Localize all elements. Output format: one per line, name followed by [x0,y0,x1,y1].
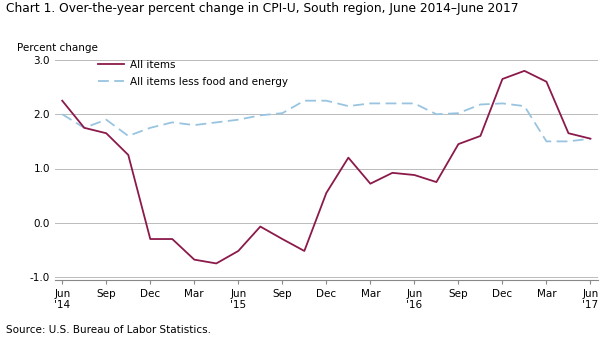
All items less food and energy [521,104,528,108]
All items less food and energy [477,102,484,106]
All items [81,126,88,130]
Legend: All items, All items less food and energy: All items, All items less food and energ… [98,60,287,87]
All items less food and energy [235,118,242,122]
All items less food and energy [432,112,440,116]
All items [213,262,220,266]
All items less food and energy [279,111,286,115]
All items [345,156,352,160]
All items [59,99,66,103]
All items [191,257,198,262]
All items less food and energy [301,99,308,103]
All items [124,153,132,157]
All items less food and energy [213,120,220,124]
All items less food and energy [124,134,132,138]
All items [323,191,330,195]
All items [477,134,484,138]
Text: Percent change: Percent change [17,43,98,53]
All items [454,142,462,146]
All items less food and energy [389,101,396,105]
All items [279,237,286,241]
All items less food and energy [81,126,88,130]
All items [301,249,308,253]
All items less food and energy [587,136,594,141]
All items less food and energy [543,140,550,144]
All items [367,182,374,186]
All items less food and energy [565,140,572,144]
All items less food and energy [146,126,154,130]
All items less food and energy [411,101,418,105]
Line: All items less food and energy: All items less food and energy [62,101,590,142]
Text: Source: U.S. Bureau of Labor Statistics.: Source: U.S. Bureau of Labor Statistics. [6,325,211,335]
Text: Chart 1. Over-the-year percent change in CPI-U, South region, June 2014–June 201: Chart 1. Over-the-year percent change in… [6,2,518,15]
All items [146,237,154,241]
All items [432,180,440,184]
All items [102,131,110,135]
All items [257,224,264,228]
All items [389,171,396,175]
All items [235,249,242,253]
All items less food and energy [59,112,66,116]
All items less food and energy [454,111,462,115]
All items less food and energy [168,120,176,124]
All items less food and energy [323,99,330,103]
Line: All items: All items [62,71,590,264]
All items [565,131,572,135]
All items less food and energy [102,118,110,122]
All items less food and energy [191,123,198,127]
All items [521,69,528,73]
All items [587,136,594,141]
All items [168,237,176,241]
All items less food and energy [367,101,374,105]
All items [411,173,418,177]
All items less food and energy [345,104,352,108]
All items [543,80,550,84]
All items less food and energy [257,113,264,117]
All items less food and energy [499,101,506,105]
All items [499,77,506,81]
